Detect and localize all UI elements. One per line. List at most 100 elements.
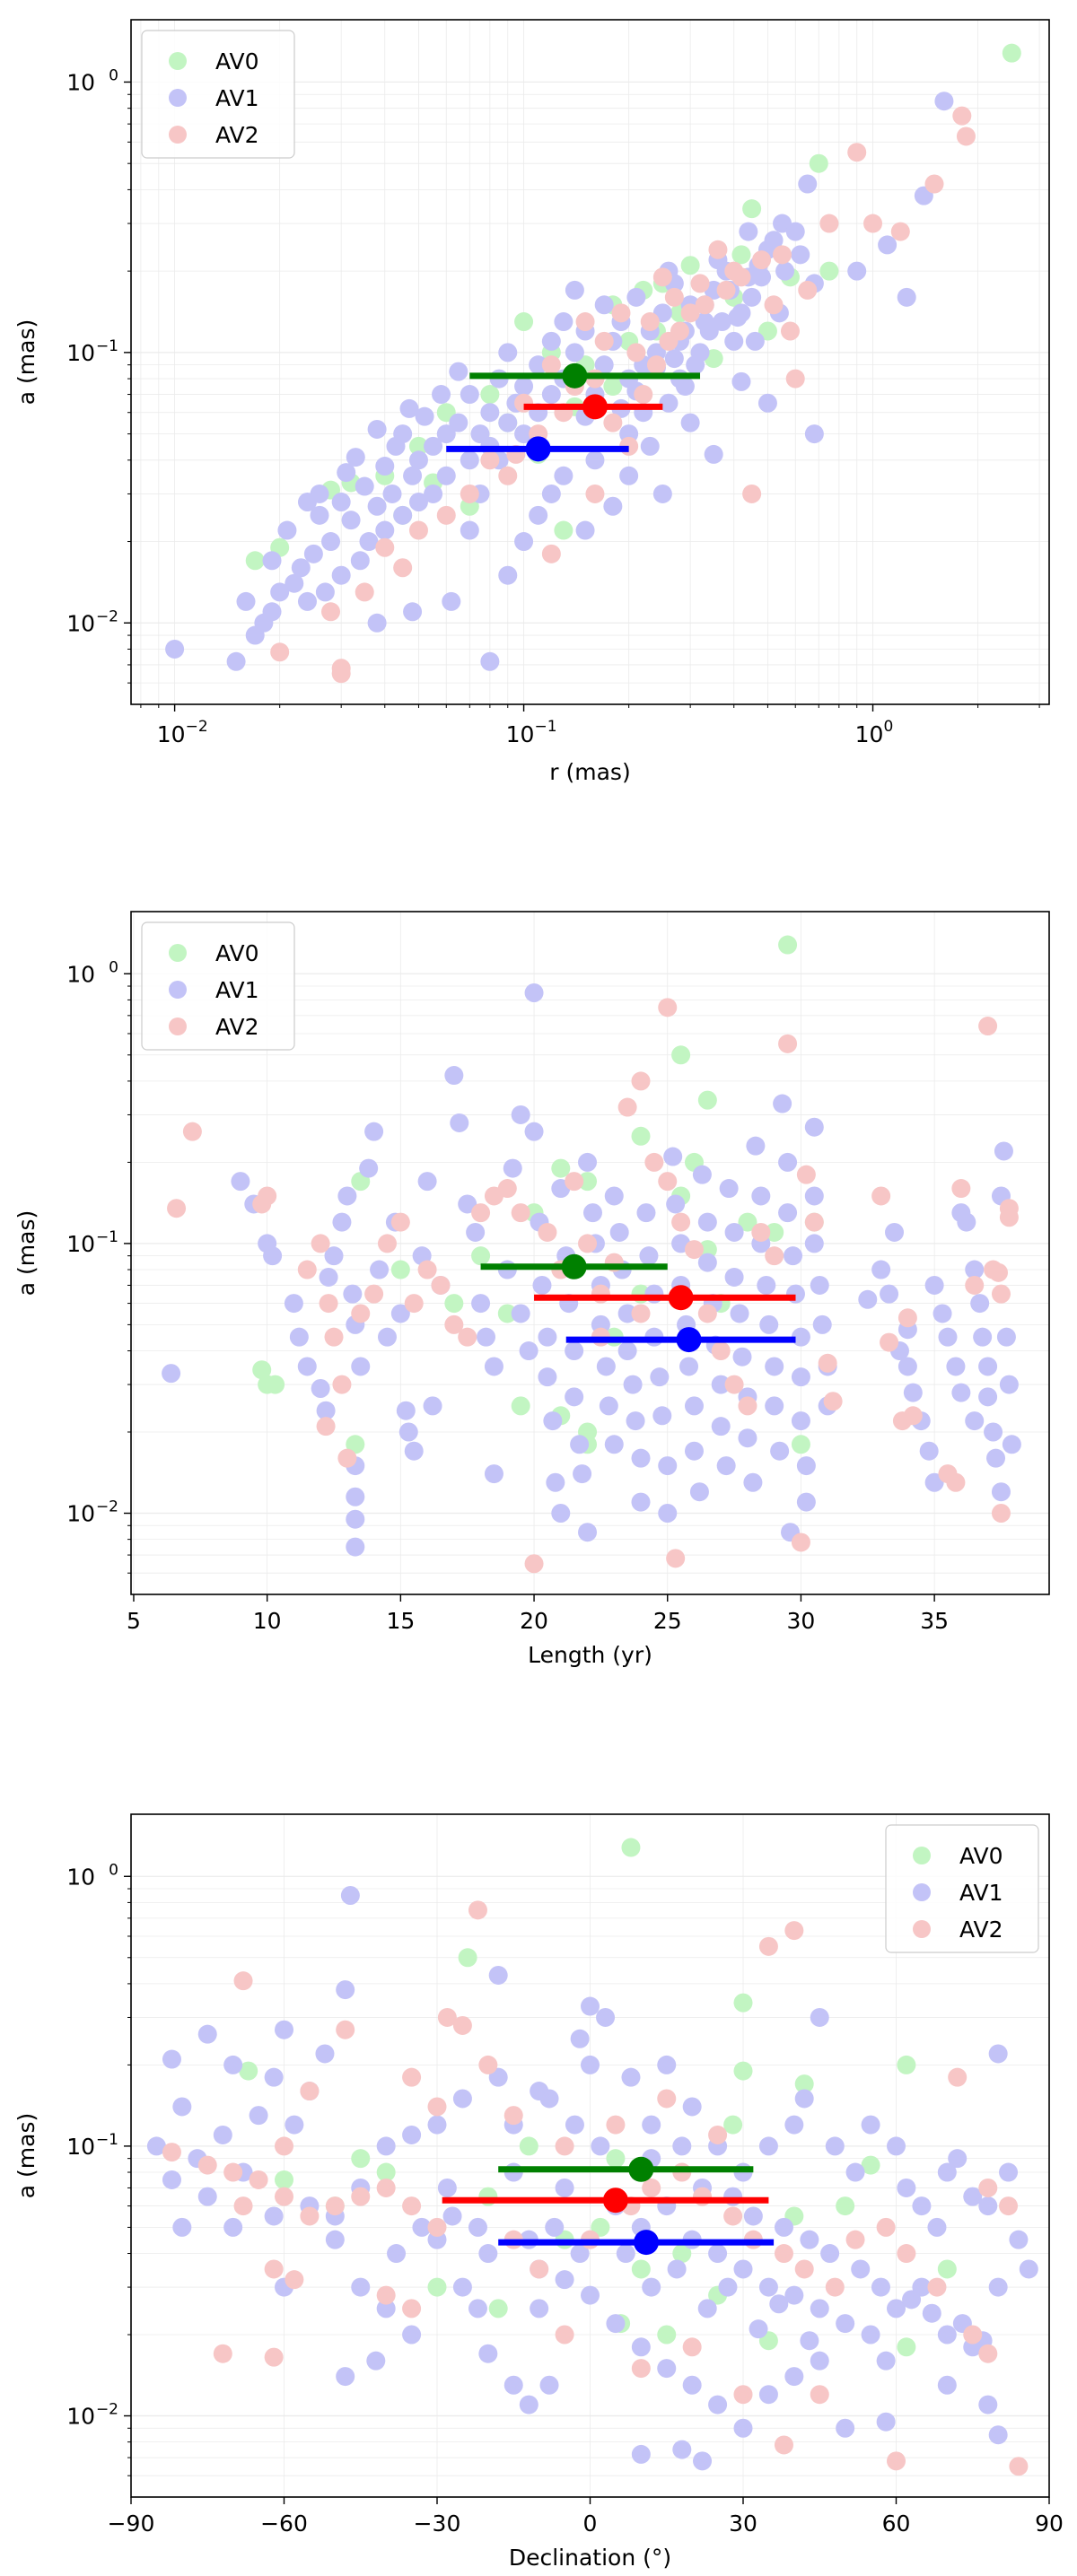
data-point <box>657 2055 677 2074</box>
legend-label: AV2 <box>215 122 259 148</box>
data-point <box>640 312 660 332</box>
data-point <box>765 1246 784 1266</box>
data-point <box>581 2285 600 2305</box>
data-point <box>162 2143 181 2162</box>
data-point <box>376 2299 396 2318</box>
data-point <box>619 466 639 485</box>
data-point <box>978 1017 998 1036</box>
data-point <box>404 1441 424 1461</box>
axes-frame <box>130 19 1050 705</box>
data-point <box>325 2230 345 2249</box>
legend-label: AV1 <box>959 1880 1003 1906</box>
data-point <box>731 245 751 265</box>
data-point <box>545 2217 565 2237</box>
data-point <box>359 532 379 552</box>
summary-point <box>582 394 608 420</box>
data-point <box>300 2206 320 2226</box>
summary-point <box>676 1327 702 1353</box>
x-axis-label: Declination (°) <box>509 2545 671 2571</box>
data-point <box>460 484 479 503</box>
x-tick-exponent: 0 <box>884 718 894 736</box>
y-tick-exponent: 0 <box>109 66 118 84</box>
data-point <box>264 2259 284 2279</box>
data-point <box>337 463 356 483</box>
data-point <box>642 2277 661 2297</box>
data-point <box>331 565 351 585</box>
data-point <box>825 2136 845 2156</box>
summary-point <box>562 362 588 389</box>
data-point <box>742 199 762 219</box>
data-point <box>1002 1435 1021 1454</box>
data-point <box>724 1267 744 1287</box>
data-point <box>652 484 672 503</box>
data-point <box>823 1392 843 1411</box>
data-point <box>351 2277 371 2297</box>
data-point <box>315 2044 335 2064</box>
data-point <box>606 2115 626 2135</box>
data-point <box>800 2331 819 2351</box>
data-point <box>978 2344 998 2363</box>
data-point <box>937 2259 957 2279</box>
data-point <box>565 280 584 300</box>
data-point <box>988 2425 1008 2445</box>
data-point <box>765 1396 784 1416</box>
data-point <box>408 436 428 456</box>
y-tick-label: 10 <box>66 2134 95 2160</box>
data-point <box>570 2244 590 2264</box>
data-point <box>738 1212 757 1232</box>
chart-panel-1: 10−210−110 0a (mas)10 −2 10 −1 10 0r (mas)AV0A… <box>13 19 1050 785</box>
data-point <box>319 1267 338 1287</box>
data-point <box>809 153 828 173</box>
data-point <box>804 1186 824 1206</box>
data-point <box>861 2155 880 2175</box>
data-point <box>765 1222 784 1242</box>
data-point <box>680 413 700 432</box>
data-point <box>311 1234 330 1253</box>
data-point <box>991 1284 1011 1304</box>
data-point <box>880 1332 899 1352</box>
scatter-points <box>162 935 1021 1574</box>
data-point <box>554 520 574 540</box>
data-point <box>970 1294 990 1314</box>
data-point <box>871 1260 891 1279</box>
data-point <box>657 2325 677 2345</box>
data-point <box>986 1448 1006 1468</box>
data-point <box>402 2196 422 2216</box>
data-point <box>390 1304 410 1323</box>
data-point <box>956 127 976 146</box>
data-point <box>631 2259 651 2279</box>
data-point <box>519 1341 538 1361</box>
data-point <box>285 573 304 593</box>
data-point <box>730 1304 749 1323</box>
data-point <box>658 1504 678 1524</box>
data-point <box>275 2136 293 2156</box>
data-point <box>417 1172 437 1192</box>
data-point <box>546 1472 565 1492</box>
data-point <box>800 2230 819 2249</box>
data-point <box>965 1411 985 1431</box>
data-point <box>951 1179 971 1199</box>
data-point <box>774 2244 793 2264</box>
data-point <box>332 1375 352 1394</box>
data-point <box>689 1482 709 1502</box>
x-tick-label: 10 <box>506 721 535 747</box>
data-point <box>785 222 805 241</box>
data-point <box>538 1222 557 1242</box>
data-point <box>403 602 423 622</box>
data-point <box>946 1357 966 1376</box>
data-point <box>555 2178 574 2197</box>
data-point <box>484 1464 503 1484</box>
data-point <box>346 448 365 467</box>
data-point <box>223 2162 243 2182</box>
data-point <box>890 222 910 241</box>
data-point <box>578 1523 598 1542</box>
data-point <box>524 1554 544 1574</box>
data-point <box>861 2325 880 2345</box>
data-point <box>672 2244 692 2264</box>
axes-frame <box>130 911 1050 1595</box>
data-point <box>804 424 824 444</box>
data-point <box>596 2007 616 2027</box>
data-point <box>820 2244 840 2264</box>
data-point <box>437 2178 457 2197</box>
data-point <box>626 1411 645 1431</box>
